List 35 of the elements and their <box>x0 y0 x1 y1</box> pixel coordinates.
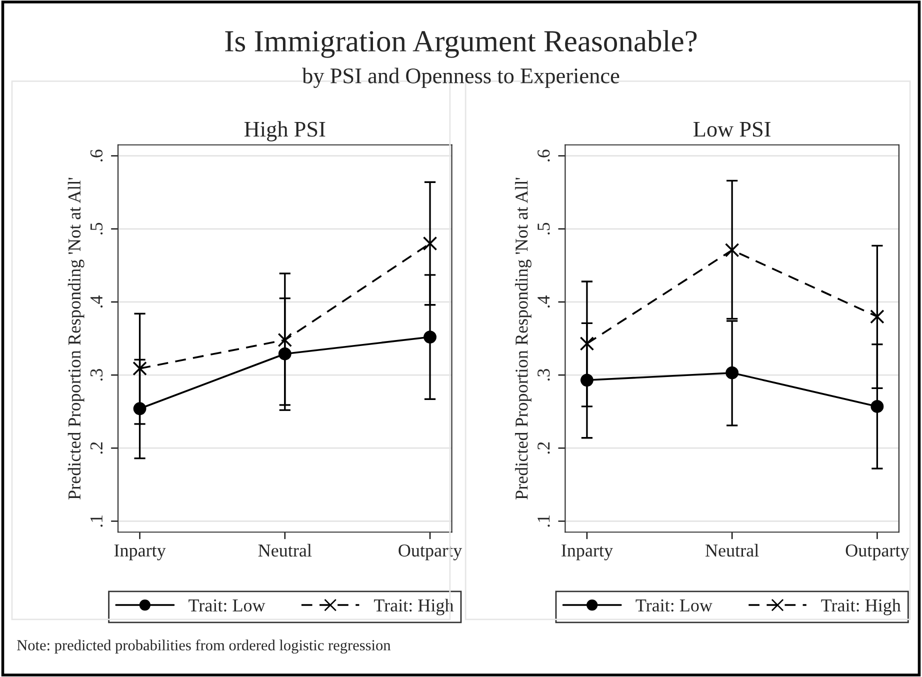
point <box>278 332 292 348</box>
y-tick-label: .1 <box>538 515 550 527</box>
legend-label: Trait: High <box>374 598 454 616</box>
x-tick-label: Outparty <box>398 544 462 560</box>
chart-title: High PSI <box>244 121 326 142</box>
text: by PSI and Openness to Experience <box>302 68 620 88</box>
x-tick-label: Inparty <box>562 544 613 560</box>
point <box>132 361 147 376</box>
y-tick-label: .6 <box>538 150 550 162</box>
y-axis-title: Predicted Proportion Responding 'Not at All' <box>515 178 532 500</box>
y-tick-label: .2 <box>538 442 550 454</box>
y-tick-label: .2 <box>90 442 103 454</box>
x-tick-label: Neutral <box>258 544 312 557</box>
y-tick-label: .3 <box>538 368 550 381</box>
y-tick-label: .6 <box>90 150 103 162</box>
point <box>724 242 740 258</box>
point <box>870 309 884 324</box>
legend-label: Trait: Low <box>188 599 266 612</box>
y-tick-label: .5 <box>90 222 103 234</box>
text: Is Immigration Argument Reasonable? <box>225 30 697 58</box>
x-tick-label: Outparty <box>846 544 910 560</box>
legend-label: Trait: Low <box>636 599 712 612</box>
chart-title: Low PSI <box>694 122 770 137</box>
x-tick-label: Neutral <box>706 544 759 557</box>
y-axis-title: Predicted Proportion Responding 'Not at All' <box>68 178 84 500</box>
y-tick-label: .3 <box>90 368 103 381</box>
y-tick-label: .1 <box>90 515 103 527</box>
x-tick-label: Inparty <box>114 544 166 560</box>
text: Note: predicted probabilities from ordered logistic regression <box>17 640 391 654</box>
legend-label: Trait: High <box>821 598 901 616</box>
y-tick-label: .5 <box>538 222 550 234</box>
point <box>580 336 594 351</box>
y-tick-label: .4 <box>90 295 103 308</box>
y-tick-label: .4 <box>538 295 550 308</box>
point <box>422 236 438 251</box>
